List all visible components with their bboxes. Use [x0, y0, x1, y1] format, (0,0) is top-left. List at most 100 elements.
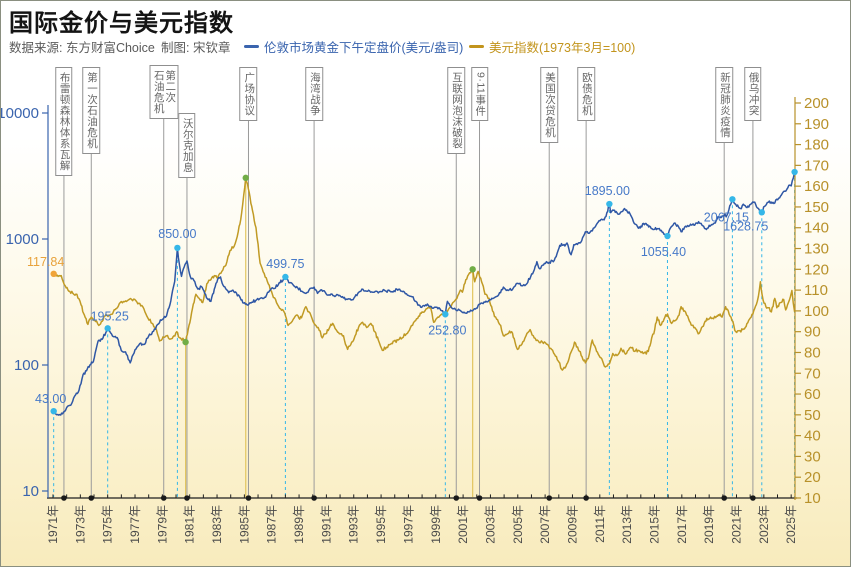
author-label: 制图: 宋钦章	[161, 41, 231, 55]
event-lines	[63, 119, 754, 495]
gold-price-line[interactable]	[52, 171, 796, 416]
y-axis-right-label: 20	[804, 469, 821, 486]
y-axis-right-label: 190	[804, 116, 829, 133]
y-axis-right-label: 130	[804, 241, 829, 258]
legend-label: 美元指数(1973年3月=100)	[489, 41, 636, 55]
usd-index-marker-dot[interactable]	[182, 338, 189, 346]
gold-price-marker-label: 195.25	[91, 309, 129, 323]
x-axis-label: 2015年	[647, 505, 661, 544]
x-axis-label: 2019年	[702, 505, 716, 544]
y-axis-left-label: 10000	[1, 105, 39, 122]
gold-price-marker-dot[interactable]	[442, 311, 449, 318]
x-axis-label: 1997年	[401, 505, 415, 544]
y-axis-right-label: 180	[804, 137, 829, 154]
usd-index-line[interactable]	[52, 177, 796, 371]
y-axis-right-label: 80	[804, 344, 821, 361]
event-axis-dot	[583, 495, 589, 501]
x-axis-label: 1973年	[73, 505, 87, 544]
y-axis-right-label: 60	[804, 386, 821, 403]
x-axis-label: 1995年	[374, 505, 388, 544]
x-axis-label: 2003年	[483, 505, 497, 544]
x-axis-label: 1977年	[128, 505, 142, 544]
y-axis-left-label: 1000	[6, 231, 39, 248]
y-axis-right-label: 150	[804, 199, 829, 216]
usd-index-marker-label: 117.84	[27, 255, 64, 269]
y-axis-right-label: 40	[804, 428, 821, 445]
event-axis-dot	[721, 495, 727, 501]
y-axis-right-label: 170	[804, 157, 829, 174]
gold-price-marker-label: 850.00	[158, 227, 196, 241]
usd-index-marker-dot[interactable]	[50, 270, 57, 278]
x-axis-label: 1989年	[292, 505, 306, 544]
gold-price-marker-dot[interactable]	[282, 273, 289, 281]
y-axis-right-label: 50	[804, 407, 821, 424]
gold-price-marker-dot[interactable]	[104, 325, 111, 332]
gold-price-marker-label: 1055.40	[641, 245, 686, 259]
gold-price-marker-dot[interactable]	[664, 232, 671, 240]
y-axis-right-label: 110	[804, 282, 828, 299]
legend-dash-icon	[469, 45, 484, 48]
legend-label: 伦敦市场黄金下午定盘价(美元/盎司)	[264, 41, 464, 55]
y-axis-right-label: 100	[804, 303, 829, 320]
markers: 43.00 195.25 850.00 499.75 252.80 1895.00 1055…	[27, 168, 798, 501]
gold-price-marker-dot[interactable]	[606, 200, 613, 208]
y-axis-right-label: 90	[804, 324, 821, 341]
y-axis-right-label: 30	[804, 448, 821, 465]
x-axis-label: 2009年	[565, 505, 579, 544]
x-axis-label: 1981年	[183, 505, 197, 544]
x-axis-label: 2005年	[511, 505, 525, 544]
gold-price-marker-dot[interactable]	[174, 244, 181, 252]
event-axis-dot	[245, 495, 252, 501]
x-axis-label: 2007年	[538, 505, 552, 544]
event-axis-dot	[476, 495, 483, 501]
gold-price-marker-label: 43.00	[35, 392, 66, 406]
legend-item-gold-price[interactable]: 伦敦市场黄金下午定盘价(美元/盎司)	[244, 37, 463, 56]
x-axis-label: 2025年	[784, 505, 798, 544]
x-axis-label: 2001年	[456, 505, 470, 544]
x-axis-label: 1971年	[46, 505, 60, 544]
y-axis-right-label: 120	[804, 261, 829, 278]
x-axis-label: 1979年	[155, 505, 169, 544]
page-title: 国际金价与美元指数	[9, 10, 234, 37]
x-axis-label: 1993年	[347, 505, 361, 544]
legend-dash-icon	[244, 45, 259, 48]
y-axis-right-label: 140	[804, 220, 829, 237]
gold-price-marker-label: 252.80	[428, 323, 466, 337]
gold-price-marker-dot[interactable]	[729, 196, 736, 203]
x-axis-label: 1987年	[265, 505, 279, 544]
gold-price-marker-label: 2067.15	[704, 210, 749, 224]
gold-price-marker-dot[interactable]	[758, 209, 765, 216]
gold-price-marker-label: 499.75	[266, 257, 304, 271]
x-axis-label: 1983年	[210, 505, 224, 544]
event-axis-dot	[453, 495, 460, 501]
y-axis-left-label: 10	[22, 483, 39, 500]
event-axis-dot	[88, 495, 95, 501]
x-axis-label: 2011年	[593, 505, 607, 543]
x-axis-label: 2021年	[730, 505, 744, 544]
event-axis-dot	[184, 495, 190, 501]
x-axis-label: 1999年	[429, 505, 443, 544]
gold-price-marker-label: 1895.00	[585, 184, 630, 198]
gold-price-marker-label: 1628.75	[723, 219, 768, 233]
x-axis-label: 2023年	[757, 505, 771, 544]
gold-price-marker-dot[interactable]	[50, 407, 57, 415]
y-axis-right-label: 10	[804, 490, 821, 507]
series-lines	[52, 171, 796, 416]
event-axis-dot	[160, 495, 167, 501]
x-axis-label: 1985年	[237, 505, 251, 544]
axes: 1971年 1973年 1975年 1977年 1979年 1981年 1983年 1985年…	[1, 95, 829, 544]
marker-guide-lines	[53, 172, 796, 497]
y-axis-right-label: 70	[804, 365, 821, 382]
x-axis-label: 2017年	[675, 505, 689, 544]
x-axis-label: 2013年	[620, 505, 634, 544]
usd-index-marker-dot[interactable]	[242, 174, 249, 182]
x-axis-label: 1991年	[319, 505, 333, 544]
gold-price-marker-dot[interactable]	[791, 168, 798, 176]
legend-item-usd-index[interactable]: 美元指数(1973年3月=100)	[469, 37, 635, 56]
event-axis-dot	[546, 495, 553, 501]
event-axis-dot	[61, 495, 67, 501]
event-axis-dot	[750, 495, 756, 501]
usd-index-marker-dot[interactable]	[469, 266, 476, 273]
